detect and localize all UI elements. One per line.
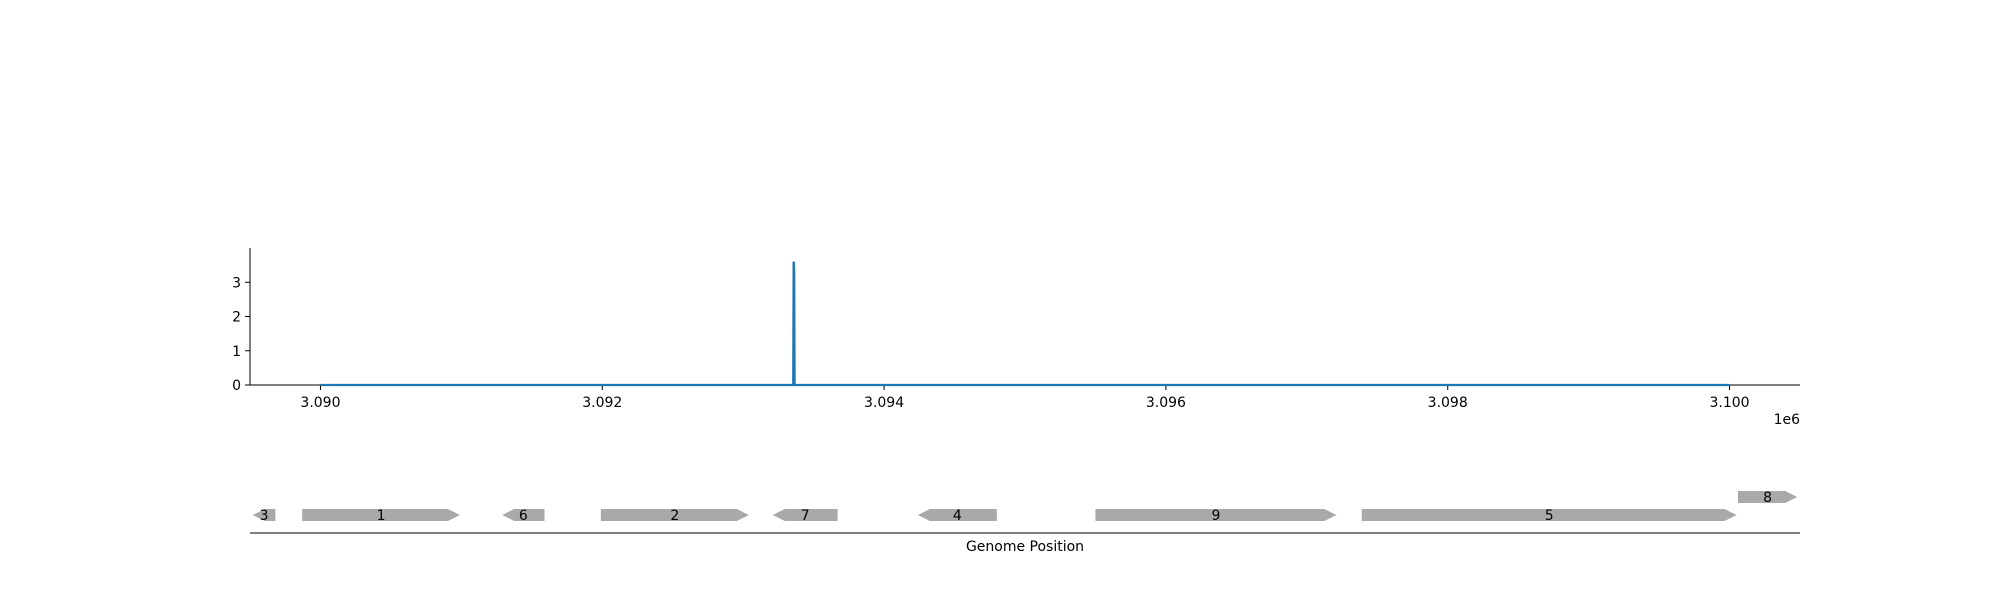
x-tick-label: 3.094 (864, 395, 904, 411)
gene-arrow (772, 509, 838, 521)
gene-arrow (600, 509, 749, 521)
gene-arrow (502, 509, 545, 521)
x-ticks: 3.090 3.092 3.094 3.096 3.098 3.100 (300, 385, 1750, 411)
gene-label: 1 (377, 508, 386, 524)
gene-label: 5 (1545, 508, 1554, 524)
x-offset-label: 1e6 (1774, 412, 1801, 428)
gene-arrow (252, 509, 276, 521)
x-tick-label: 3.090 (300, 395, 340, 411)
gene-label: 8 (1763, 490, 1772, 506)
y-ticks: 0 1 2 3 (232, 275, 250, 394)
x-tick-label: 3.098 (1428, 395, 1468, 411)
x-tick-label: 3.096 (1146, 395, 1186, 411)
gene-arrow (302, 509, 460, 521)
series-group (320, 261, 1730, 387)
y-tick-label: 1 (232, 344, 241, 360)
gene-label: 4 (953, 508, 962, 524)
gene-label: 2 (670, 508, 679, 524)
gene-arrows: 3 1 6 2 7 4 9 5 8 (252, 490, 1798, 524)
coverage-plot: 0 1 2 3 3.090 3.092 3.094 3.096 3.098 3.100 1e6 (232, 248, 1800, 428)
gene-arrow (917, 509, 997, 521)
gene-arrow (1361, 509, 1737, 521)
gene-label: 9 (1211, 508, 1220, 524)
gene-label: 3 (260, 508, 269, 524)
x-tick-label: 3.092 (582, 395, 622, 411)
gene-arrow (1738, 491, 1798, 503)
gene-track: 3 1 6 2 7 4 9 5 8 Genome Position (250, 490, 1800, 555)
y-tick-label: 3 (232, 275, 241, 291)
x-tick-label: 3.100 (1709, 395, 1749, 411)
coverage-line (320, 261, 1730, 387)
gene-arrow (1095, 509, 1337, 521)
y-tick-label: 2 (232, 310, 241, 326)
y-tick-label: 0 (232, 378, 241, 394)
gene-label: 7 (801, 508, 810, 524)
gene-label: 6 (519, 508, 528, 524)
x-axis-label: Genome Position (966, 539, 1084, 555)
